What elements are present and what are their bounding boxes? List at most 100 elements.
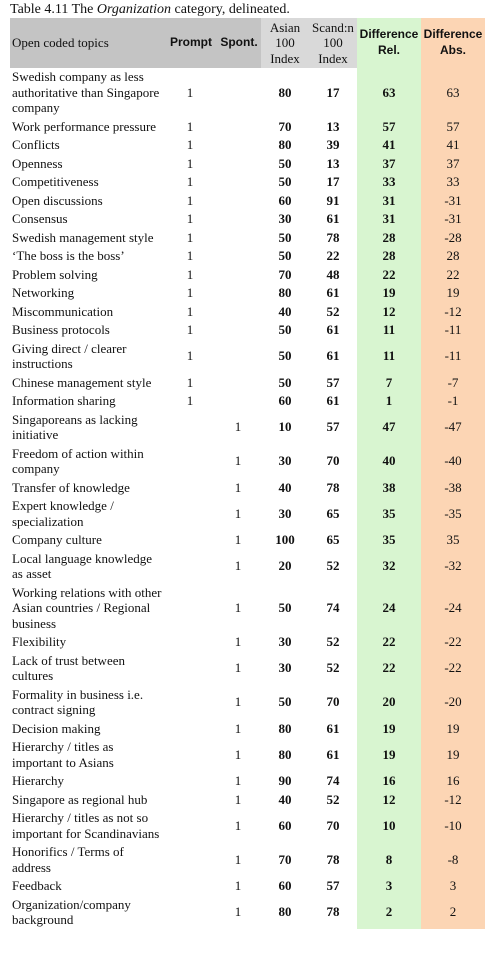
asian-index: 50	[278, 155, 292, 171]
spont	[217, 136, 261, 155]
topic: Competitiveness	[12, 174, 99, 189]
difference-abs: -7	[421, 373, 485, 392]
table-row: Singaporeans as lacking initiative 1 10 57 4…	[10, 410, 485, 444]
spont	[217, 392, 261, 411]
table-row: Transfer of knowledge 1 40 78 38 -38	[10, 478, 485, 497]
difference-abs: -28	[421, 228, 485, 247]
spont: 1	[234, 558, 242, 574]
topic: Feedback	[12, 878, 62, 893]
prompt	[165, 843, 217, 877]
scand-index: 57	[326, 374, 340, 390]
topic: Formality in business i.e. contract sign…	[12, 686, 144, 718]
asian-index: 70	[278, 266, 292, 282]
scand-index: 78	[326, 851, 340, 867]
prompt: 1	[186, 211, 194, 226]
difference-rel: 16	[357, 771, 421, 790]
spont	[217, 284, 261, 303]
difference-abs: -20	[421, 685, 485, 719]
table-row: Chinese management style 1 50 57 7 -7	[10, 373, 485, 392]
prompt: 1	[186, 155, 194, 171]
difference-rel: 11	[357, 339, 421, 373]
data-table: Open coded topics Prompt Spont. Asian 10…	[10, 18, 485, 929]
difference-abs: -35	[421, 496, 485, 531]
asian-index: 100	[275, 532, 295, 547]
scand-index: 61	[326, 393, 340, 408]
topic: Giving direct / clearer instructions	[12, 340, 127, 372]
difference-abs: -11	[421, 339, 485, 373]
difference-rel: 8	[357, 842, 421, 877]
difference-abs: -31	[421, 209, 485, 228]
asian-index: 50	[278, 600, 292, 615]
spont: 1	[234, 791, 242, 807]
topic: Conflicts	[12, 137, 60, 152]
difference-rel: 35	[357, 530, 421, 549]
spont	[217, 154, 261, 173]
topic: Honorifics / Terms of address	[12, 844, 124, 875]
prompt	[165, 531, 217, 550]
prompt	[165, 410, 217, 444]
scand-index: 52	[326, 660, 340, 676]
prompt	[165, 583, 217, 633]
difference-rel: 19	[357, 737, 421, 772]
difference-abs: 19	[421, 719, 485, 738]
spont: 1	[234, 773, 242, 788]
scand-index: 61	[326, 285, 340, 300]
spont	[217, 302, 261, 321]
topic: Decision making	[12, 720, 101, 736]
prompt	[165, 497, 217, 531]
topic: Organization/company background	[12, 896, 131, 928]
scand-index: 39	[326, 137, 340, 152]
difference-rel: 28	[357, 228, 421, 247]
prompt	[165, 772, 217, 791]
scand-index: 13	[326, 118, 340, 134]
prompt: 1	[186, 84, 194, 100]
table-header: Open coded topics Prompt Spont. Asian 10…	[10, 18, 485, 68]
topic: Work performance pressure	[12, 118, 157, 134]
spont: 1	[234, 904, 242, 920]
spont: 1	[234, 532, 242, 547]
difference-rel: 38	[357, 478, 421, 497]
spont	[217, 191, 261, 210]
scand-index: 74	[326, 600, 340, 615]
scand-index: 78	[326, 479, 340, 495]
asian-index: 30	[278, 211, 292, 226]
scand-index: 17	[326, 84, 340, 100]
spont: 1	[234, 694, 242, 710]
asian-index: 30	[278, 453, 292, 469]
prompt	[165, 790, 217, 809]
prompt: 1	[186, 348, 194, 364]
prompt	[165, 809, 217, 843]
prompt: 1	[186, 192, 194, 208]
difference-abs: 33	[421, 172, 485, 191]
topic: Freedom of action within company	[12, 445, 144, 477]
title-prefix: Table 4.11 The	[10, 2, 94, 17]
table-row: Company culture 1 100 65 35 35	[10, 530, 485, 550]
prompt: 1	[186, 393, 194, 408]
table-row: Freedom of action within company 1 30 70 40-…	[10, 444, 485, 478]
spont: 1	[234, 634, 242, 649]
table-row: Singapore as regional hub 1 40 52 12 -12	[10, 790, 485, 809]
spont: 1	[234, 600, 242, 615]
asian-index: 60	[278, 192, 292, 208]
asian-index: 70	[278, 851, 292, 867]
table-title: Table 4.11 The Organization category, de…	[10, 2, 290, 18]
table-row: Consensus 1 30 61 31 -31	[10, 209, 485, 228]
asian-index: 50	[278, 374, 292, 390]
difference-rel: 35	[357, 496, 421, 531]
spont: 1	[234, 851, 242, 867]
scand-index: 74	[326, 773, 340, 788]
asian-index: 80	[278, 285, 292, 300]
table-row: Swedish company as less authoritative th…	[10, 67, 485, 117]
title-suffix: category, delineated.	[174, 2, 290, 17]
spont	[217, 117, 261, 136]
scand-index: 13	[326, 155, 340, 171]
prompt	[165, 685, 217, 719]
difference-rel: 22	[357, 632, 421, 651]
difference-rel: 24	[357, 583, 421, 633]
topic: Local language knowledge as asset	[12, 550, 153, 582]
asian-index: 50	[278, 348, 292, 364]
table-body: Swedish company as less authoritative th…	[10, 67, 485, 929]
asian-index: 50	[278, 322, 292, 337]
topic: Hierarchy / titles as not so important f…	[12, 810, 160, 841]
